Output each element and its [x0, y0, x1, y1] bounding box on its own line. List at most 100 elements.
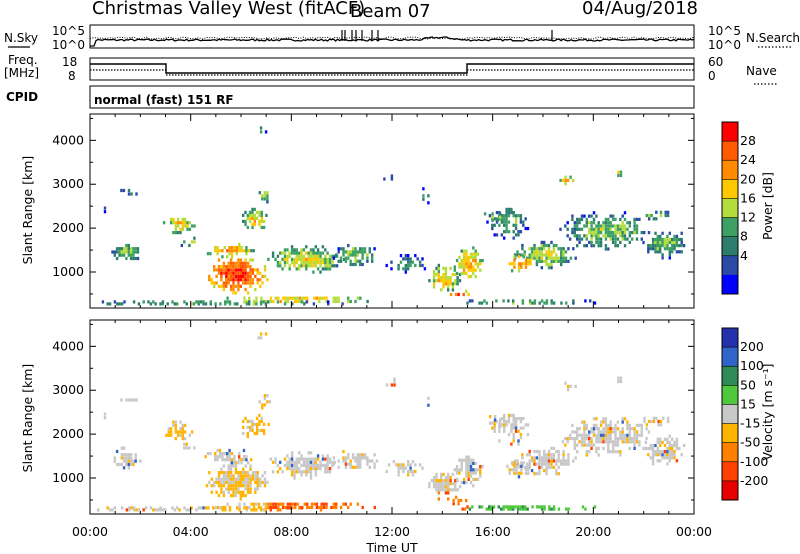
- data-cell: [588, 443, 591, 447]
- data-cell: [462, 265, 466, 269]
- data-cell: [555, 449, 558, 454]
- data-cell: [371, 259, 374, 263]
- data-cell: [178, 508, 181, 512]
- noise-tick-top-left: 10^5: [52, 24, 85, 38]
- data-cell: [269, 508, 272, 512]
- data-cell: [232, 480, 235, 484]
- data-cell: [498, 429, 501, 433]
- data-cell: [611, 234, 615, 238]
- data-cell: [242, 431, 245, 436]
- data-cell: [560, 462, 563, 466]
- data-cell: [656, 237, 659, 242]
- data-cell: [244, 474, 247, 478]
- data-cell: [682, 244, 686, 248]
- data-cell: [533, 472, 536, 476]
- data-cell: [181, 224, 184, 228]
- colorbar-swatch: [722, 404, 738, 424]
- data-cell: [444, 273, 448, 277]
- data-cell: [507, 505, 510, 509]
- data-cell: [242, 471, 245, 475]
- data-cell: [453, 268, 456, 272]
- data-cell: [228, 505, 232, 510]
- data-cell: [574, 384, 577, 388]
- data-cell: [318, 296, 321, 300]
- data-cell: [633, 427, 636, 431]
- data-cell: [265, 299, 268, 304]
- data-cell: [260, 225, 263, 230]
- data-cell: [185, 446, 188, 450]
- data-cell: [578, 221, 581, 225]
- data-cell: [550, 507, 553, 511]
- data-cell: [526, 432, 530, 437]
- data-cell: [617, 379, 620, 384]
- data-cell: [488, 421, 492, 425]
- data-cell: [125, 456, 128, 460]
- data-cell: [246, 487, 250, 491]
- data-cell: [616, 237, 620, 241]
- data-cell: [597, 430, 600, 434]
- xtick-label: 00:00: [676, 524, 712, 539]
- data-cell: [242, 281, 245, 285]
- data-cell: [533, 250, 536, 254]
- data-cell: [607, 224, 610, 228]
- data-cell: [404, 267, 407, 271]
- data-cell: [588, 214, 591, 218]
- data-cell: [269, 299, 273, 304]
- data-cell: [262, 428, 266, 433]
- colorbar-tick-label: 8: [740, 229, 748, 244]
- data-cell: [462, 252, 466, 256]
- data-cell: [465, 458, 468, 462]
- data-cell: [136, 247, 140, 251]
- data-cell: [213, 484, 216, 488]
- data-cell: [300, 257, 303, 261]
- data-cell: [359, 262, 362, 267]
- data-cell: [678, 446, 681, 451]
- data-cell: [479, 465, 482, 469]
- data-cell: [562, 256, 565, 260]
- data-cell: [581, 505, 585, 509]
- data-cell: [517, 439, 520, 443]
- data-cell: [265, 213, 268, 217]
- data-cell: [356, 453, 359, 457]
- data-cell: [316, 248, 320, 252]
- data-cell: [503, 214, 506, 218]
- data-cell: [354, 299, 357, 304]
- data-cell: [652, 419, 656, 424]
- data-cell: [185, 302, 188, 306]
- data-cell: [552, 259, 556, 263]
- nave-tick-bottom: 0: [708, 69, 716, 83]
- data-cell: [176, 224, 180, 228]
- data-cell: [232, 474, 235, 478]
- data-cell: [609, 440, 612, 444]
- data-cell: [680, 231, 683, 235]
- data-cell: [255, 502, 258, 506]
- data-cell: [668, 434, 671, 438]
- data-cell: [258, 422, 261, 426]
- data-cell: [276, 463, 280, 467]
- data-cell: [256, 471, 259, 475]
- data-cell: [188, 221, 191, 225]
- data-cell: [668, 237, 671, 242]
- data-cell: [578, 440, 581, 444]
- data-cell: [650, 419, 653, 424]
- data-cell: [619, 234, 622, 238]
- data-cell: [165, 433, 168, 437]
- data-cell: [303, 502, 306, 506]
- data-cell: [188, 243, 191, 248]
- data-cell: [654, 247, 657, 251]
- data-cell: [547, 256, 551, 260]
- data-cell: [590, 227, 593, 231]
- data-cell: [502, 507, 505, 511]
- data-cell: [251, 210, 254, 214]
- colorbar-tick-label: 24: [740, 152, 756, 167]
- data-cell: [293, 248, 296, 252]
- data-cell: [478, 505, 481, 509]
- data-cell: [668, 450, 671, 454]
- data-cell: [467, 458, 470, 462]
- data-cell: [547, 453, 551, 457]
- data-cell: [235, 249, 238, 253]
- data-cell: [571, 430, 574, 434]
- data-cell: [543, 243, 546, 248]
- data-cell: [222, 474, 226, 478]
- data-cell: [176, 506, 179, 510]
